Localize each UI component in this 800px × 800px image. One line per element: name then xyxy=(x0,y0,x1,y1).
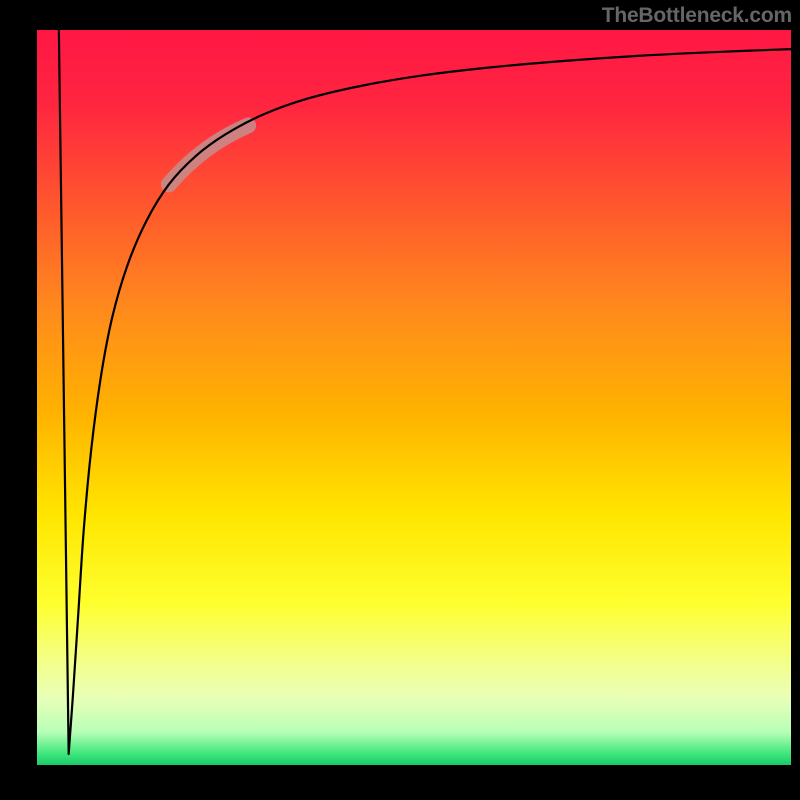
chart-container: TheBottleneck.com xyxy=(0,0,800,800)
watermark-text: TheBottleneck.com xyxy=(602,4,792,28)
plot-background xyxy=(37,30,791,765)
chart-svg xyxy=(0,0,800,800)
